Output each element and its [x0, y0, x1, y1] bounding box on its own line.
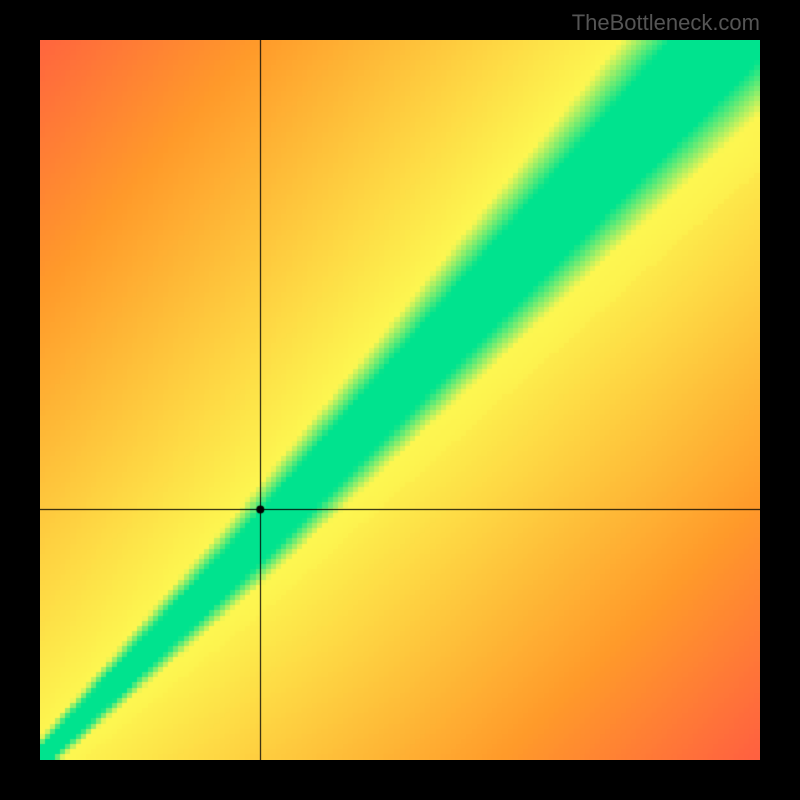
chart-container: TheBottleneck.com — [0, 0, 800, 800]
bottleneck-heatmap — [40, 40, 760, 760]
watermark-text: TheBottleneck.com — [572, 10, 760, 36]
